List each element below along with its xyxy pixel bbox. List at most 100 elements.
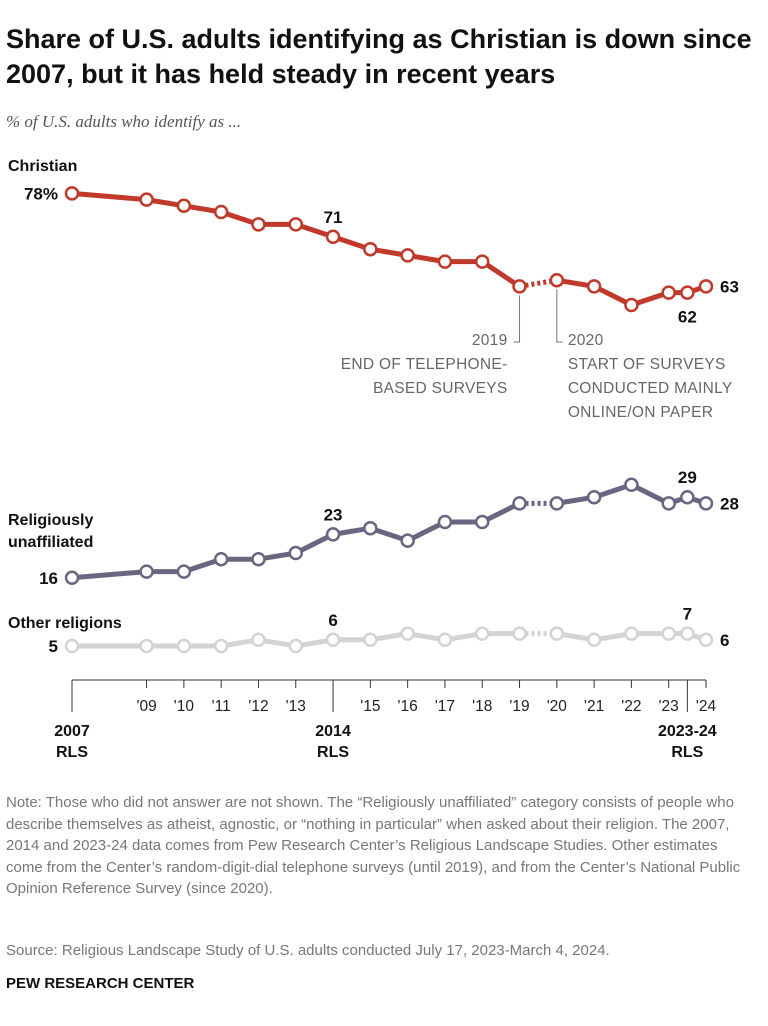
x-tick-label: '16 [398, 698, 418, 715]
data-label: 5 [49, 637, 58, 656]
data-point [437, 254, 453, 269]
data-label: 28 [720, 494, 739, 513]
data-point [325, 229, 341, 245]
data-point [176, 564, 192, 579]
data-point [139, 638, 154, 654]
data-point [549, 626, 565, 641]
annotation: 2019 [472, 332, 508, 349]
note: Note: Those who did not answer are not s… [6, 794, 741, 897]
data-point [176, 198, 192, 214]
data-point [698, 279, 714, 294]
data-point [624, 477, 639, 493]
series-line [71, 190, 521, 289]
x-tick-label: 2014 [315, 723, 351, 740]
data-point [680, 285, 695, 300]
x-tick-label: '19 [509, 698, 529, 715]
data-point [437, 514, 453, 530]
subtitle: % of U.S. adults who identify as ... [6, 112, 242, 131]
data-point [474, 514, 490, 530]
x-tick-sublabel: RLS [56, 744, 88, 761]
x-tick-label: '18 [472, 698, 492, 715]
data-point [139, 564, 154, 579]
x-tick-label: 2007 [54, 723, 90, 740]
chart-title: Share of U.S. adults identifying as Chri… [6, 24, 752, 89]
annotation: 2020 [568, 332, 604, 349]
x-tick-label: '10 [174, 698, 195, 715]
x-tick-label: '13 [286, 698, 306, 715]
data-point [64, 638, 80, 654]
data-point [512, 279, 527, 294]
data-point [251, 632, 266, 648]
annotation-leader [513, 295, 521, 343]
chart: 2007 RLS '09 '10 '11 '12 '13 2014 RLS '15 '16 '17 '1… [24, 184, 739, 761]
data-point [474, 626, 490, 641]
data-point [661, 285, 676, 300]
data-point [549, 272, 565, 288]
footer: PEW RESEARCH CENTER [6, 975, 195, 992]
data-label: 16 [39, 569, 58, 588]
x-tick-sublabel: RLS [317, 744, 349, 761]
data-point [661, 626, 676, 641]
x-tick-label: '17 [435, 698, 455, 715]
data-point [549, 496, 565, 511]
data-point [400, 533, 415, 548]
data-label: 6 [328, 611, 337, 630]
data-point [288, 545, 304, 561]
data-point [363, 520, 378, 536]
data-point [288, 217, 304, 232]
data-label: 29 [678, 468, 697, 487]
data-label: 6 [720, 631, 729, 650]
data-label: 62 [678, 308, 697, 327]
x-tick-label: '21 [584, 698, 604, 715]
x-tick-label: '11 [212, 698, 231, 715]
annotation: START OF SURVEYS [568, 356, 726, 373]
data-point [512, 496, 527, 511]
data-point [698, 496, 714, 511]
data-point [400, 626, 415, 641]
x-tick-label: '09 [136, 698, 156, 715]
annotation: CONDUCTED MAINLY [568, 380, 733, 397]
x-tick-label: '22 [621, 698, 641, 715]
x-tick-label: '24 [696, 698, 717, 715]
x-tick-label: '12 [248, 698, 268, 715]
data-point [363, 241, 378, 257]
series-name: Christian [8, 158, 78, 175]
data-point [680, 489, 695, 505]
data-point [325, 632, 341, 648]
data-point [288, 638, 304, 654]
x-tick-label: 2023-24 [658, 723, 717, 740]
data-point [325, 527, 341, 542]
annotation: BASED SURVEYS [373, 380, 508, 397]
data-point [251, 217, 266, 232]
data-point [213, 204, 229, 220]
data-point [176, 638, 192, 654]
data-point [400, 248, 415, 263]
data-point [437, 632, 453, 648]
data-point [251, 551, 266, 567]
data-point [698, 632, 714, 648]
annotation: ONLINE/ON PAPER [568, 404, 713, 421]
series-name: Religiously unaffiliated [8, 512, 94, 551]
x-tick-sublabel: RLS [671, 744, 703, 761]
data-point [139, 192, 154, 207]
data-point [213, 638, 229, 654]
data-point [661, 496, 676, 511]
data-label: 7 [683, 605, 692, 624]
x-tick-label: '23 [659, 698, 679, 715]
annotation-leader [556, 289, 563, 343]
x-tick-label: '20 [547, 698, 568, 715]
data-point [474, 254, 490, 269]
data-label: 63 [720, 277, 739, 296]
data-point [624, 626, 639, 641]
series-line [71, 501, 521, 581]
annotation: END OF TELEPHONE- [341, 356, 508, 373]
data-label: 23 [324, 505, 343, 524]
series-name: Other religions [8, 615, 122, 632]
data-point [64, 570, 80, 586]
data-point [213, 551, 229, 567]
data-point [512, 626, 527, 641]
data-point [624, 297, 639, 313]
data-label: 71 [324, 208, 343, 227]
data-point [586, 632, 602, 648]
